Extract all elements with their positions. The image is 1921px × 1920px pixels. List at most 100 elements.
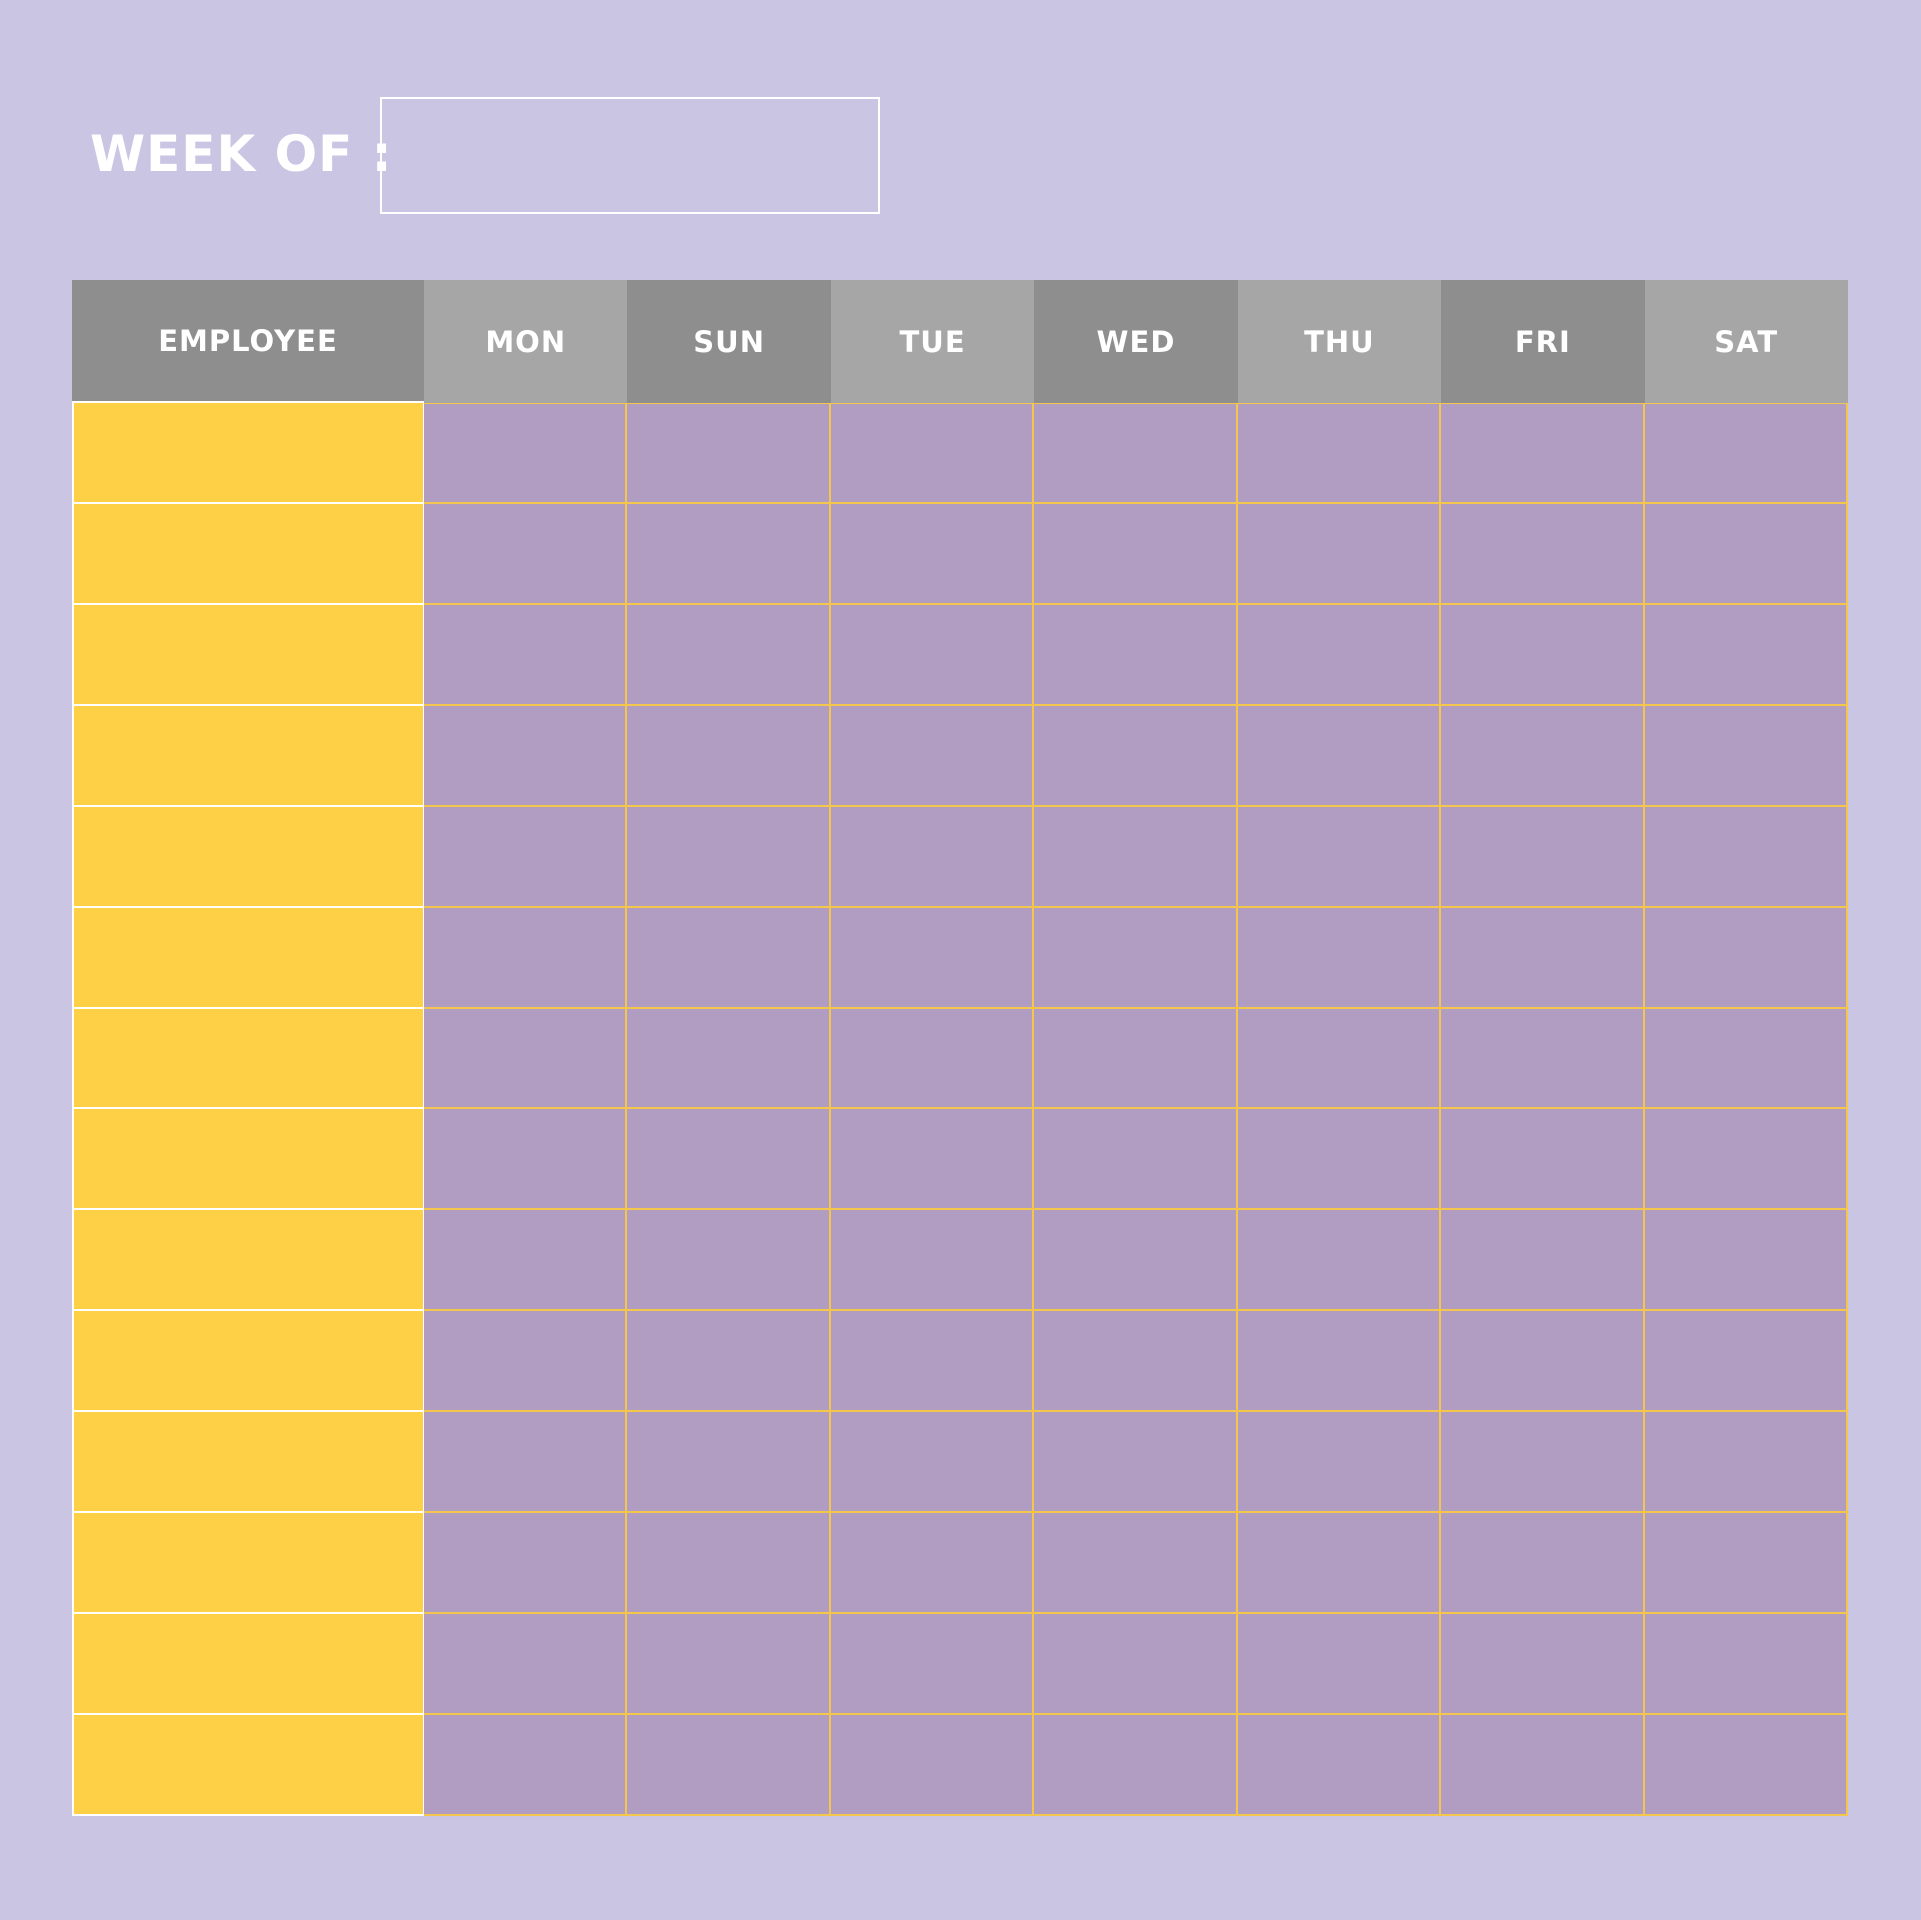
employee-cell[interactable] (72, 705, 424, 807)
schedule-cell-sat[interactable] (1644, 907, 1848, 1009)
employee-cell[interactable] (72, 806, 424, 908)
schedule-cell-mon[interactable] (424, 1714, 628, 1816)
employee-cell[interactable] (72, 1412, 424, 1514)
schedule-cell-sat[interactable] (1644, 705, 1848, 807)
schedule-cell-thu[interactable] (1237, 403, 1442, 504)
schedule-cell-thu[interactable] (1237, 806, 1442, 908)
employee-cell[interactable] (72, 1210, 424, 1312)
week-of-input[interactable] (380, 97, 880, 214)
schedule-cell-sun[interactable] (627, 1513, 831, 1615)
schedule-cell-sun[interactable] (627, 705, 831, 807)
schedule-cell-sat[interactable] (1644, 1008, 1848, 1110)
schedule-cell-sun[interactable] (627, 1714, 831, 1816)
schedule-cell-wed[interactable] (1034, 604, 1238, 706)
schedule-cell-tue[interactable] (830, 1311, 1035, 1413)
schedule-cell-sat[interactable] (1644, 1614, 1848, 1715)
schedule-cell-thu[interactable] (1237, 503, 1442, 605)
schedule-cell-sat[interactable] (1644, 1210, 1848, 1312)
schedule-cell-tue[interactable] (830, 1008, 1035, 1110)
schedule-cell-tue[interactable] (830, 806, 1035, 908)
schedule-cell-sun[interactable] (627, 604, 831, 706)
schedule-cell-wed[interactable] (1034, 806, 1238, 908)
schedule-cell-sun[interactable] (627, 1109, 831, 1211)
schedule-cell-tue[interactable] (830, 1714, 1035, 1816)
schedule-cell-tue[interactable] (830, 907, 1035, 1009)
schedule-cell-mon[interactable] (424, 1412, 628, 1514)
schedule-cell-sun[interactable] (627, 1008, 831, 1110)
schedule-cell-wed[interactable] (1034, 1109, 1238, 1211)
schedule-cell-sun[interactable] (627, 1311, 831, 1413)
schedule-cell-thu[interactable] (1237, 1714, 1442, 1816)
schedule-cell-wed[interactable] (1034, 1008, 1238, 1110)
schedule-cell-tue[interactable] (830, 604, 1035, 706)
schedule-cell-sun[interactable] (627, 1412, 831, 1514)
schedule-cell-mon[interactable] (424, 1614, 628, 1715)
schedule-cell-thu[interactable] (1237, 1513, 1442, 1615)
schedule-cell-sun[interactable] (627, 403, 831, 504)
schedule-cell-mon[interactable] (424, 806, 628, 908)
schedule-cell-mon[interactable] (424, 907, 628, 1009)
schedule-cell-fri[interactable] (1441, 907, 1645, 1009)
schedule-cell-fri[interactable] (1441, 604, 1645, 706)
schedule-cell-mon[interactable] (424, 1210, 628, 1312)
schedule-cell-sun[interactable] (627, 503, 831, 605)
schedule-cell-fri[interactable] (1441, 1714, 1645, 1816)
schedule-cell-thu[interactable] (1237, 604, 1442, 706)
employee-cell[interactable] (72, 907, 424, 1009)
schedule-cell-fri[interactable] (1441, 503, 1645, 605)
schedule-cell-sun[interactable] (627, 806, 831, 908)
schedule-cell-mon[interactable] (424, 503, 628, 605)
schedule-cell-mon[interactable] (424, 1513, 628, 1615)
schedule-cell-wed[interactable] (1034, 1412, 1238, 1514)
schedule-cell-sat[interactable] (1644, 1513, 1848, 1615)
schedule-cell-sat[interactable] (1644, 806, 1848, 908)
schedule-cell-mon[interactable] (424, 1109, 628, 1211)
schedule-cell-mon[interactable] (424, 604, 628, 706)
employee-cell[interactable] (72, 403, 424, 504)
schedule-cell-tue[interactable] (830, 1412, 1035, 1514)
schedule-cell-sat[interactable] (1644, 1311, 1848, 1413)
schedule-cell-tue[interactable] (830, 1210, 1035, 1312)
schedule-cell-mon[interactable] (424, 1008, 628, 1110)
schedule-cell-fri[interactable] (1441, 1412, 1645, 1514)
schedule-cell-thu[interactable] (1237, 1008, 1442, 1110)
schedule-cell-fri[interactable] (1441, 1614, 1645, 1715)
schedule-cell-wed[interactable] (1034, 705, 1238, 807)
schedule-cell-fri[interactable] (1441, 403, 1645, 504)
schedule-cell-thu[interactable] (1237, 1210, 1442, 1312)
schedule-cell-thu[interactable] (1237, 1311, 1442, 1413)
schedule-cell-mon[interactable] (424, 705, 628, 807)
schedule-cell-thu[interactable] (1237, 1614, 1442, 1715)
schedule-cell-wed[interactable] (1034, 503, 1238, 605)
schedule-cell-mon[interactable] (424, 403, 628, 504)
employee-cell[interactable] (72, 604, 424, 706)
employee-cell[interactable] (72, 1109, 424, 1211)
schedule-cell-tue[interactable] (830, 1513, 1035, 1615)
schedule-cell-tue[interactable] (830, 503, 1035, 605)
schedule-cell-wed[interactable] (1034, 1714, 1238, 1816)
schedule-cell-thu[interactable] (1237, 1109, 1442, 1211)
employee-cell[interactable] (72, 1008, 424, 1110)
schedule-cell-thu[interactable] (1237, 907, 1442, 1009)
schedule-cell-fri[interactable] (1441, 1008, 1645, 1110)
schedule-cell-fri[interactable] (1441, 1210, 1645, 1312)
schedule-cell-fri[interactable] (1441, 1513, 1645, 1615)
schedule-cell-tue[interactable] (830, 403, 1035, 504)
schedule-cell-tue[interactable] (830, 1614, 1035, 1715)
schedule-cell-sat[interactable] (1644, 604, 1848, 706)
employee-cell[interactable] (72, 1614, 424, 1715)
schedule-cell-wed[interactable] (1034, 403, 1238, 504)
schedule-cell-wed[interactable] (1034, 1614, 1238, 1715)
schedule-cell-tue[interactable] (830, 705, 1035, 807)
schedule-cell-wed[interactable] (1034, 1311, 1238, 1413)
schedule-cell-sat[interactable] (1644, 503, 1848, 605)
schedule-cell-sat[interactable] (1644, 403, 1848, 504)
schedule-cell-fri[interactable] (1441, 806, 1645, 908)
employee-cell[interactable] (72, 503, 424, 605)
schedule-cell-fri[interactable] (1441, 705, 1645, 807)
schedule-cell-fri[interactable] (1441, 1311, 1645, 1413)
schedule-cell-tue[interactable] (830, 1109, 1035, 1211)
schedule-cell-sat[interactable] (1644, 1714, 1848, 1816)
schedule-cell-mon[interactable] (424, 1311, 628, 1413)
schedule-cell-sun[interactable] (627, 1210, 831, 1312)
